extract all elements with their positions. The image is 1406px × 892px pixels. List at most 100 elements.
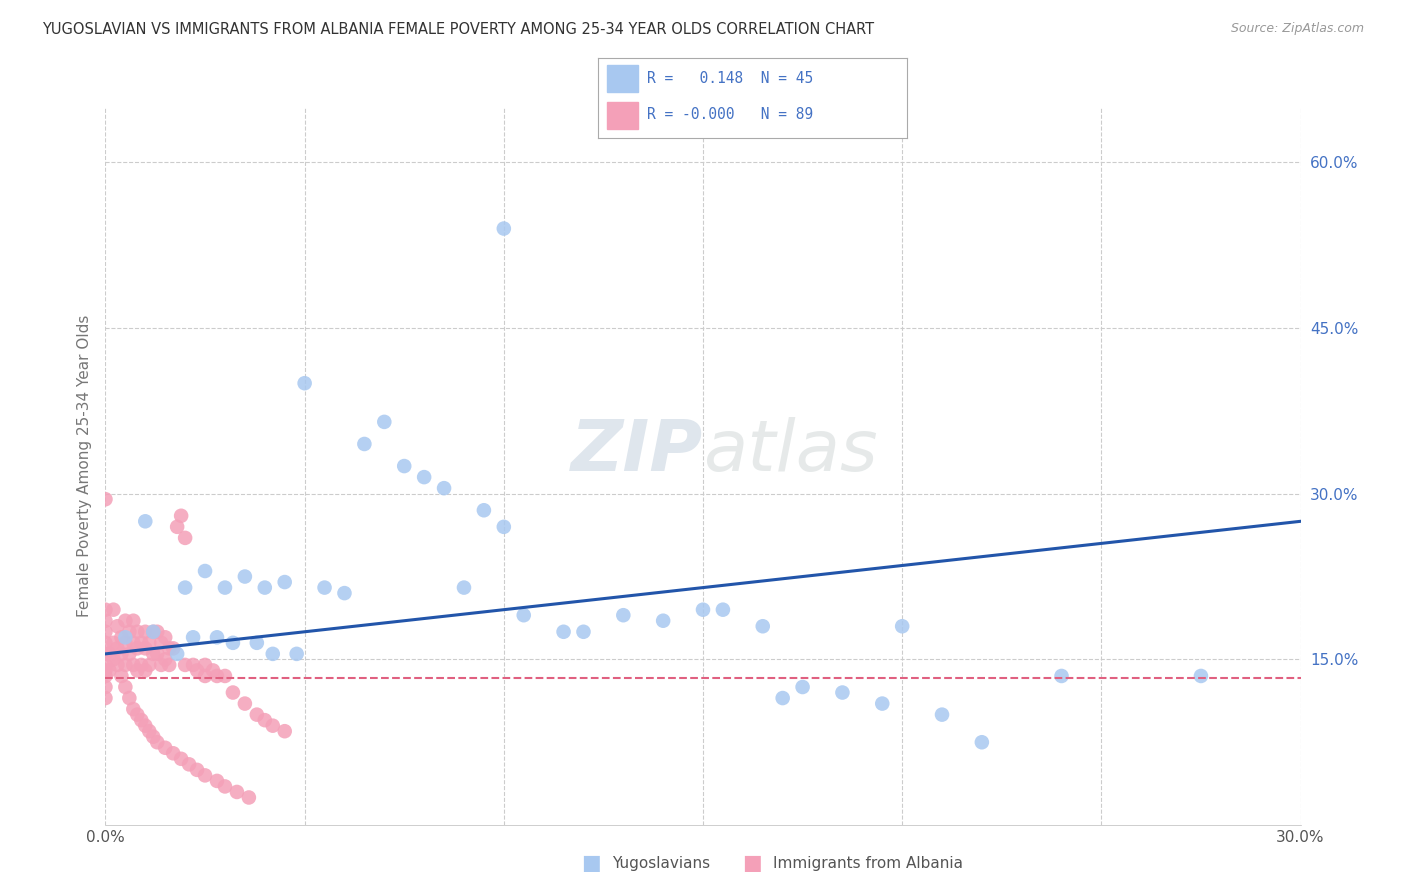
Point: [114, 657, 136, 672]
Point: [138, 636, 160, 650]
Point: [222, 685, 245, 699]
Point: [513, 608, 536, 623]
Point: [233, 697, 256, 711]
Point: [103, 652, 125, 666]
Point: [134, 641, 156, 656]
Point: [831, 685, 853, 699]
Point: [142, 730, 165, 744]
Point: [153, 630, 177, 644]
Text: Yugoslavians: Yugoslavians: [612, 856, 710, 871]
Point: [181, 657, 204, 672]
Point: [186, 664, 208, 678]
Y-axis label: Female Poverty Among 25-34 Year Olds: Female Poverty Among 25-34 Year Olds: [76, 315, 91, 617]
Point: [214, 669, 236, 683]
Point: [142, 624, 165, 639]
Point: [652, 614, 675, 628]
Point: [891, 619, 914, 633]
Point: [238, 790, 260, 805]
Point: [94, 647, 117, 661]
Point: [1050, 669, 1073, 683]
Point: [94, 492, 117, 507]
Point: [157, 657, 180, 672]
Text: ■: ■: [581, 854, 600, 873]
Point: [222, 636, 245, 650]
Point: [146, 624, 169, 639]
Point: [122, 657, 145, 672]
Point: [553, 624, 575, 639]
Point: [1189, 669, 1212, 683]
Point: [285, 647, 308, 661]
Point: [127, 707, 149, 722]
Point: [94, 624, 117, 639]
Point: [970, 735, 993, 749]
Point: [94, 691, 117, 706]
Point: [94, 603, 117, 617]
Point: [94, 680, 117, 694]
Bar: [607, 65, 638, 92]
Text: YUGOSLAVIAN VS IMMIGRANTS FROM ALBANIA FEMALE POVERTY AMONG 25-34 YEAR OLDS CORR: YUGOSLAVIAN VS IMMIGRANTS FROM ALBANIA F…: [42, 22, 875, 37]
Point: [122, 702, 145, 716]
Point: [107, 619, 129, 633]
Point: [751, 619, 773, 633]
Point: [118, 624, 141, 639]
Point: [110, 647, 132, 661]
Point: [453, 581, 475, 595]
Point: [373, 415, 395, 429]
Point: [181, 630, 204, 644]
Text: ■: ■: [742, 854, 762, 873]
Point: [433, 481, 456, 495]
Text: Immigrants from Albania: Immigrants from Albania: [773, 856, 963, 871]
Point: [194, 669, 217, 683]
Point: [273, 724, 295, 739]
Point: [103, 636, 125, 650]
Point: [114, 614, 136, 628]
Point: [314, 581, 336, 595]
Point: [118, 691, 141, 706]
Text: R =   0.148  N = 45: R = 0.148 N = 45: [647, 71, 813, 86]
Point: [110, 669, 132, 683]
Point: [114, 630, 136, 644]
Point: [122, 614, 145, 628]
Point: [202, 664, 225, 678]
Point: [262, 719, 284, 733]
Point: [205, 630, 228, 644]
Point: [246, 636, 269, 650]
Point: [225, 785, 249, 799]
Point: [110, 630, 132, 644]
Point: [170, 508, 193, 523]
Point: [492, 520, 515, 534]
Point: [153, 652, 177, 666]
Point: [692, 603, 714, 617]
Point: [472, 503, 495, 517]
Point: [94, 636, 117, 650]
Point: [142, 647, 165, 661]
Point: [772, 691, 794, 706]
Point: [142, 624, 165, 639]
Point: [273, 575, 295, 590]
Point: [931, 707, 953, 722]
Point: [94, 669, 117, 683]
Point: [153, 740, 177, 755]
Point: [233, 569, 256, 583]
Point: [262, 647, 284, 661]
Point: [150, 636, 173, 650]
Point: [174, 657, 197, 672]
Point: [122, 636, 145, 650]
Text: R = -0.000   N = 89: R = -0.000 N = 89: [647, 107, 813, 122]
Point: [107, 641, 129, 656]
Point: [166, 647, 188, 661]
Point: [127, 641, 149, 656]
Point: [127, 624, 149, 639]
Point: [94, 614, 117, 628]
Point: [205, 773, 228, 788]
Point: [127, 664, 149, 678]
Point: [162, 746, 184, 760]
Point: [413, 470, 436, 484]
Point: [711, 603, 734, 617]
Point: [114, 636, 136, 650]
Point: [118, 647, 141, 661]
Point: [333, 586, 356, 600]
Point: [166, 520, 188, 534]
Point: [294, 376, 316, 391]
Point: [107, 657, 129, 672]
